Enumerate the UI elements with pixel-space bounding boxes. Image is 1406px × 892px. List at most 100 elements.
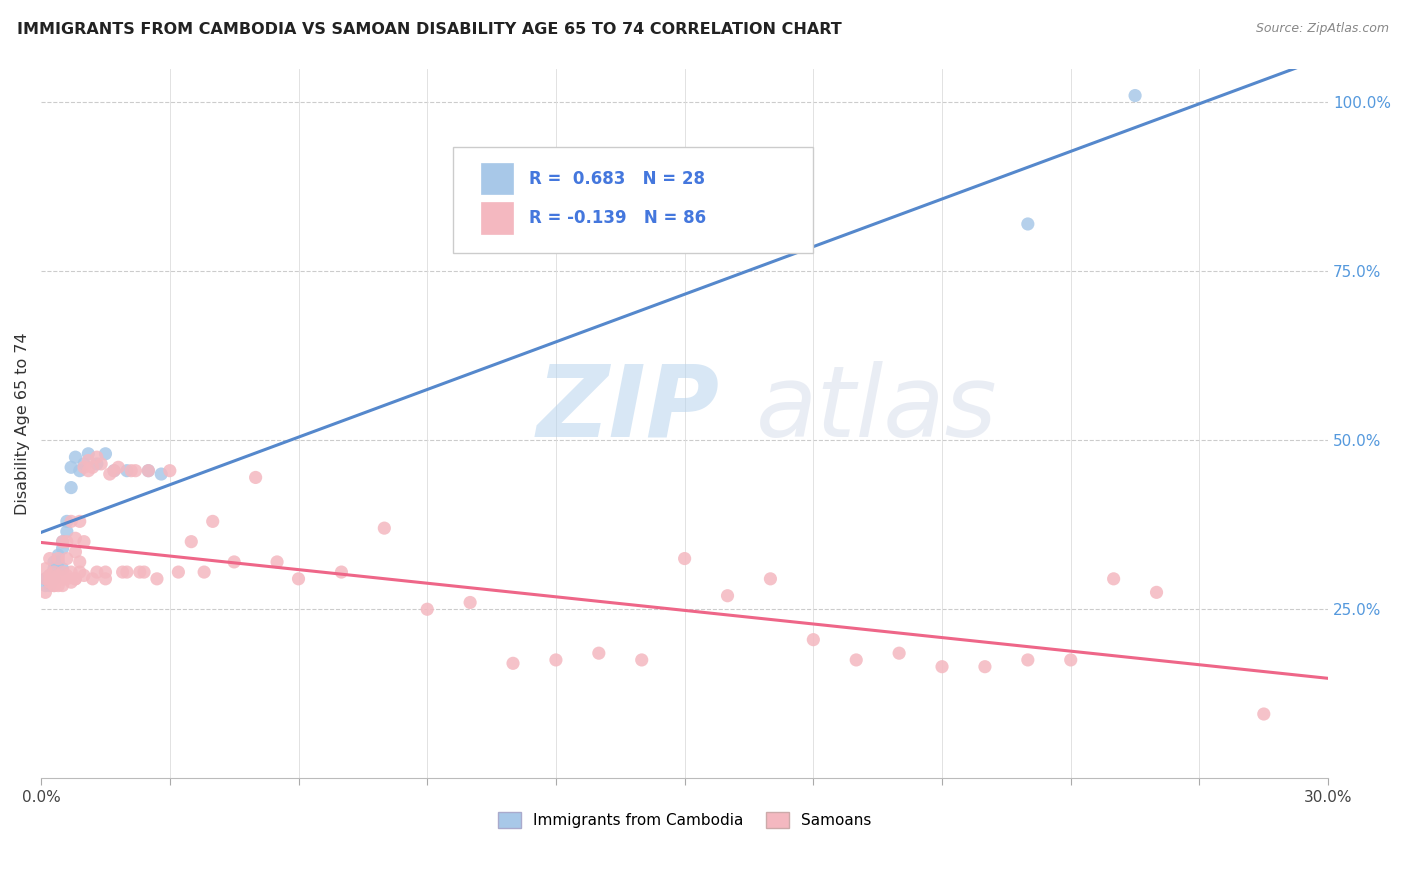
Point xyxy=(115,464,138,478)
Point xyxy=(42,565,65,579)
Point xyxy=(77,464,100,478)
Point xyxy=(845,653,868,667)
Point xyxy=(107,460,129,475)
Text: R =  0.683   N = 28: R = 0.683 N = 28 xyxy=(529,169,704,187)
Point xyxy=(65,545,87,559)
Point xyxy=(193,565,215,579)
Point xyxy=(34,585,56,599)
Text: IMMIGRANTS FROM CAMBODIA VS SAMOAN DISABILITY AGE 65 TO 74 CORRELATION CHART: IMMIGRANTS FROM CAMBODIA VS SAMOAN DISAB… xyxy=(17,22,842,37)
Point xyxy=(34,572,56,586)
Point xyxy=(1017,217,1039,231)
Point xyxy=(65,572,87,586)
Point xyxy=(60,481,83,495)
Point xyxy=(73,460,96,475)
Point xyxy=(46,555,69,569)
Point xyxy=(38,572,60,586)
Bar xyxy=(481,202,513,234)
Point xyxy=(51,534,73,549)
Point xyxy=(1146,585,1168,599)
Point xyxy=(94,447,117,461)
Point xyxy=(42,572,65,586)
Point xyxy=(56,568,79,582)
Text: atlas: atlas xyxy=(755,360,997,458)
Point xyxy=(974,659,997,673)
Point xyxy=(124,464,146,478)
Point xyxy=(69,515,91,529)
Point xyxy=(38,551,60,566)
Point xyxy=(82,460,104,475)
Point xyxy=(42,578,65,592)
Point xyxy=(128,565,150,579)
Point xyxy=(266,555,288,569)
Point xyxy=(56,551,79,566)
Point xyxy=(46,548,69,562)
Point xyxy=(56,515,79,529)
Point xyxy=(86,457,108,471)
Point xyxy=(544,653,567,667)
Point xyxy=(1253,706,1275,721)
Point xyxy=(1102,572,1125,586)
Point xyxy=(46,568,69,582)
Point xyxy=(34,572,56,586)
Point xyxy=(77,447,100,461)
Point xyxy=(1017,653,1039,667)
Point xyxy=(1060,653,1083,667)
Point xyxy=(34,578,56,592)
Point xyxy=(588,646,610,660)
Point xyxy=(180,534,202,549)
Point xyxy=(42,578,65,592)
Point xyxy=(38,575,60,590)
Bar xyxy=(481,162,513,194)
Point xyxy=(77,453,100,467)
Point xyxy=(931,659,953,673)
Point xyxy=(73,534,96,549)
Legend: Immigrants from Cambodia, Samoans: Immigrants from Cambodia, Samoans xyxy=(492,806,877,834)
Point xyxy=(56,572,79,586)
Point xyxy=(111,565,134,579)
Point xyxy=(56,534,79,549)
Point xyxy=(759,572,782,586)
Point xyxy=(416,602,439,616)
Point xyxy=(330,565,353,579)
Point xyxy=(502,657,524,671)
Point xyxy=(224,555,246,569)
Point xyxy=(42,562,65,576)
Point xyxy=(287,572,309,586)
Point xyxy=(38,568,60,582)
Point xyxy=(458,595,481,609)
Point xyxy=(65,450,87,465)
Point xyxy=(82,572,104,586)
Point xyxy=(373,521,395,535)
Point xyxy=(56,524,79,539)
Point xyxy=(60,515,83,529)
Point xyxy=(46,578,69,592)
Point xyxy=(69,555,91,569)
Point xyxy=(60,565,83,579)
Point xyxy=(51,572,73,586)
Point xyxy=(42,555,65,569)
Point xyxy=(98,467,121,481)
Point xyxy=(69,464,91,478)
Point xyxy=(69,565,91,579)
Point xyxy=(115,565,138,579)
Point xyxy=(103,464,125,478)
Text: R = -0.139   N = 86: R = -0.139 N = 86 xyxy=(529,209,706,227)
Point xyxy=(51,565,73,579)
Point xyxy=(138,464,160,478)
Point xyxy=(46,551,69,566)
Point xyxy=(65,531,87,545)
FancyBboxPatch shape xyxy=(453,146,813,253)
Point xyxy=(630,653,652,667)
Point xyxy=(51,562,73,576)
Point xyxy=(1123,88,1146,103)
Point xyxy=(801,632,824,647)
Point xyxy=(120,464,142,478)
Point xyxy=(65,572,87,586)
Point xyxy=(86,450,108,465)
Point xyxy=(90,457,112,471)
Point xyxy=(38,578,60,592)
Point xyxy=(46,572,69,586)
Point xyxy=(60,460,83,475)
Point xyxy=(51,578,73,592)
Point xyxy=(138,464,160,478)
